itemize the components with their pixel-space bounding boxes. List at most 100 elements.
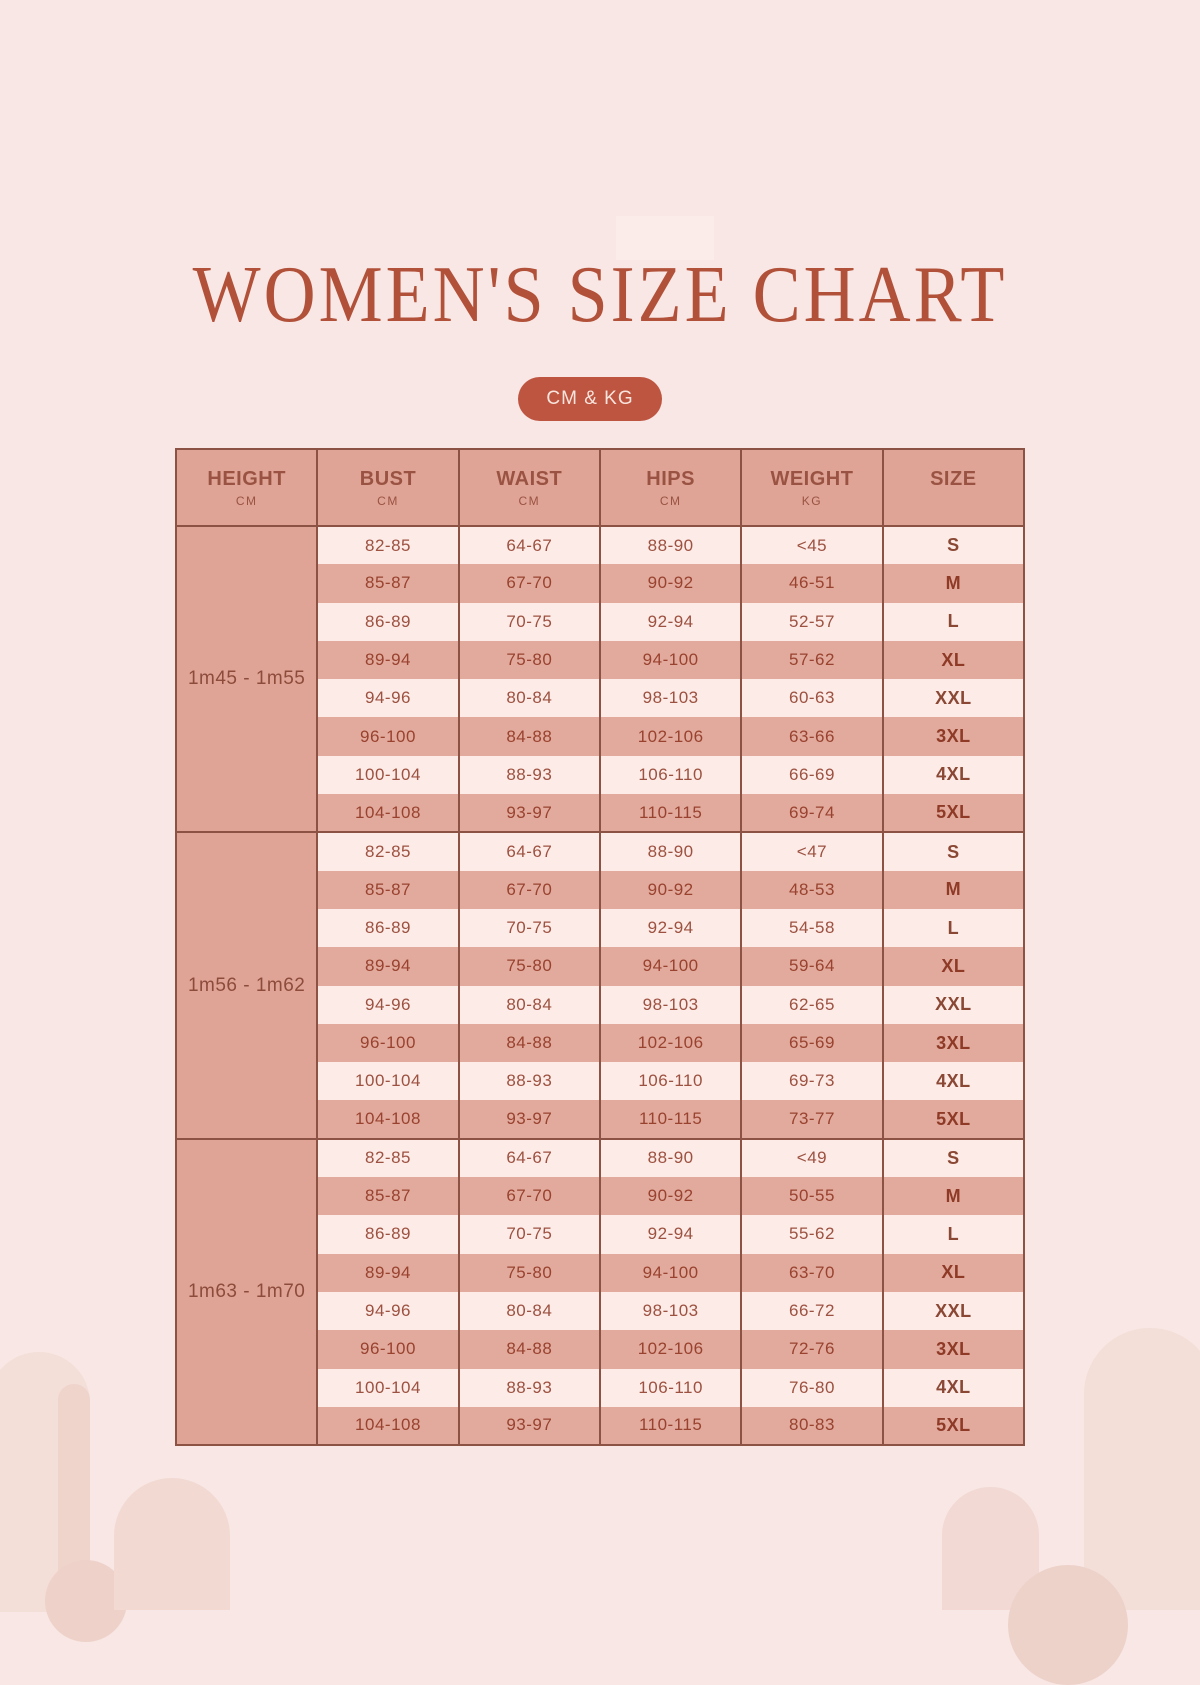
- measurement-cell: <47: [740, 831, 884, 871]
- measurement-cell: 57-62: [740, 640, 884, 680]
- table-row: 104-108 93-97 110-115 69-74 5XL: [176, 794, 1026, 833]
- measurement-cell: 59-64: [740, 947, 884, 986]
- size-cell: M: [881, 1177, 1026, 1216]
- measurement-cell: 90-92: [598, 1177, 743, 1216]
- table-row: 1m63 - 1m70 82-85 64-67 88-90 <49 S: [174, 1137, 1026, 1446]
- measurement-cell: 88-93: [457, 755, 601, 795]
- header-weight: WEIGHT KG: [740, 449, 884, 527]
- measurement-cell: 94-100: [598, 947, 743, 986]
- measurement-cell: 69-73: [740, 1062, 884, 1101]
- size-cell: L: [881, 1215, 1026, 1254]
- header-label: WAIST: [496, 467, 563, 490]
- measurement-cell: 90-92: [598, 870, 743, 909]
- decor-arch-bottom-left-small: [114, 1478, 230, 1610]
- table-row: 1m45 - 1m55 82-85 64-67 88-90 <45 S: [174, 526, 1026, 833]
- table-row: 85-87 67-70 90-92 46-51 M: [176, 564, 1026, 603]
- measurement-cell: 93-97: [457, 1100, 601, 1139]
- header-unit: CM: [518, 493, 541, 508]
- measurement-cell: 86-89: [316, 1215, 460, 1254]
- measurement-cell: 89-94: [316, 947, 460, 986]
- size-cell: 5XL: [881, 1100, 1026, 1139]
- measurement-cell: 92-94: [598, 602, 743, 641]
- size-cell: XXL: [881, 1291, 1026, 1331]
- header-unit: CM: [377, 493, 399, 508]
- measurement-cell: 94-100: [598, 1253, 743, 1292]
- measurement-cell: 93-97: [457, 794, 601, 833]
- table-row: 89-94 75-80 94-100 57-62 XL: [176, 640, 1026, 680]
- units-badge: CM & KG: [518, 377, 662, 421]
- header-waist: WAIST CM: [457, 449, 601, 527]
- measurement-cell: 48-53: [740, 870, 884, 909]
- table-row: 94-96 80-84 98-103 60-63 XXL: [176, 679, 1026, 718]
- decor-arch-bottom-right-large: [1084, 1328, 1200, 1610]
- measurement-cell: 96-100: [316, 717, 460, 756]
- measurement-cell: 106-110: [598, 1368, 743, 1407]
- measurement-cell: 76-80: [740, 1368, 884, 1407]
- measurement-cell: 63-70: [740, 1253, 884, 1292]
- header-unit: KG: [801, 493, 823, 508]
- measurement-cell: 94-96: [316, 679, 460, 718]
- measurement-cell: 86-89: [316, 908, 460, 948]
- measurement-cell: 90-92: [598, 564, 743, 603]
- measurement-cell: 70-75: [457, 602, 601, 641]
- measurement-cell: 64-67: [457, 831, 601, 871]
- header-label: HEIGHT: [207, 467, 286, 490]
- measurement-cell: 88-90: [598, 526, 743, 565]
- header-unit: [884, 494, 1023, 508]
- size-cell: XL: [881, 1253, 1026, 1292]
- table-row: 89-94 75-80 94-100 63-70 XL: [176, 1253, 1026, 1292]
- size-cell: 4XL: [881, 1368, 1026, 1407]
- page-title: WOMEN'S SIZE CHART: [192, 249, 1008, 339]
- header-unit: CM: [659, 493, 682, 508]
- measurement-cell: 88-93: [457, 1062, 601, 1101]
- measurement-cell: 84-88: [457, 1023, 601, 1063]
- table-row: 100-104 88-93 106-110 76-80 4XL: [176, 1368, 1026, 1407]
- measurement-cell: 55-62: [740, 1215, 884, 1254]
- measurement-cell: 89-94: [316, 640, 460, 680]
- measurement-cell: 110-115: [598, 1406, 743, 1446]
- measurement-cell: 98-103: [598, 679, 743, 718]
- size-cell: 5XL: [881, 1406, 1026, 1446]
- measurement-cell: 46-51: [740, 564, 884, 603]
- size-cell: 4XL: [881, 755, 1026, 795]
- measurement-cell: 80-84: [457, 985, 601, 1024]
- table-row: 86-89 70-75 92-94 55-62 L: [176, 1215, 1026, 1254]
- measurement-cell: 84-88: [457, 1330, 601, 1369]
- measurement-cell: 82-85: [316, 526, 460, 565]
- measurement-cell: 104-108: [316, 794, 460, 833]
- measurement-cell: 70-75: [457, 1215, 601, 1254]
- table-row: 104-108 93-97 110-115 80-83 5XL: [176, 1406, 1026, 1446]
- measurement-cell: 67-70: [457, 564, 601, 603]
- size-cell: 3XL: [881, 1330, 1026, 1369]
- measurement-cell: 75-80: [457, 947, 601, 986]
- size-cell: L: [881, 602, 1026, 641]
- measurement-cell: 73-77: [740, 1100, 884, 1139]
- size-cell: S: [881, 1137, 1026, 1178]
- measurement-cell: 82-85: [316, 1137, 460, 1178]
- measurement-cell: 69-74: [740, 794, 884, 833]
- measurement-cell: 106-110: [598, 1062, 743, 1101]
- table-row: 96-100 84-88 102-106 63-66 3XL: [176, 717, 1026, 756]
- table-row: 85-87 67-70 90-92 48-53 M: [176, 870, 1026, 909]
- size-cell: XL: [881, 947, 1026, 986]
- table-row: 94-96 80-84 98-103 66-72 XXL: [176, 1291, 1026, 1331]
- measurement-cell: 50-55: [740, 1177, 884, 1216]
- measurement-cell: 94-96: [316, 1291, 460, 1331]
- height-group-label: 1m56 - 1m62: [174, 831, 319, 1139]
- measurement-cell: 100-104: [316, 755, 460, 795]
- size-cell: 3XL: [881, 717, 1026, 756]
- size-cell: S: [881, 526, 1026, 565]
- height-group-label: 1m63 - 1m70: [174, 1137, 319, 1446]
- measurement-cell: 106-110: [598, 755, 743, 795]
- measurement-cell: 85-87: [316, 870, 460, 909]
- measurement-cell: 88-93: [457, 1368, 601, 1407]
- measurement-cell: 60-63: [740, 679, 884, 718]
- measurement-cell: 80-83: [740, 1406, 884, 1446]
- size-cell: 5XL: [881, 794, 1026, 833]
- measurement-cell: 66-69: [740, 755, 884, 795]
- measurement-cell: 102-106: [598, 1330, 743, 1369]
- measurement-cell: 67-70: [457, 1177, 601, 1216]
- measurement-cell: 80-84: [457, 1291, 601, 1331]
- header-row: HEIGHT CM BUST CM WAIST CM HIPS CM WEIGHT KG SIZE: [174, 449, 1026, 527]
- header-height: HEIGHT CM: [174, 449, 319, 527]
